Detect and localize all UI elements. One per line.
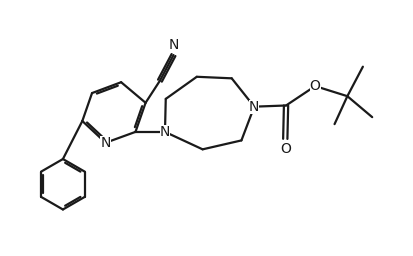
- Text: N: N: [100, 136, 111, 150]
- Text: N: N: [249, 100, 259, 114]
- Text: N: N: [169, 38, 179, 52]
- Text: O: O: [310, 79, 320, 93]
- Text: O: O: [280, 142, 291, 156]
- Text: N: N: [160, 125, 170, 139]
